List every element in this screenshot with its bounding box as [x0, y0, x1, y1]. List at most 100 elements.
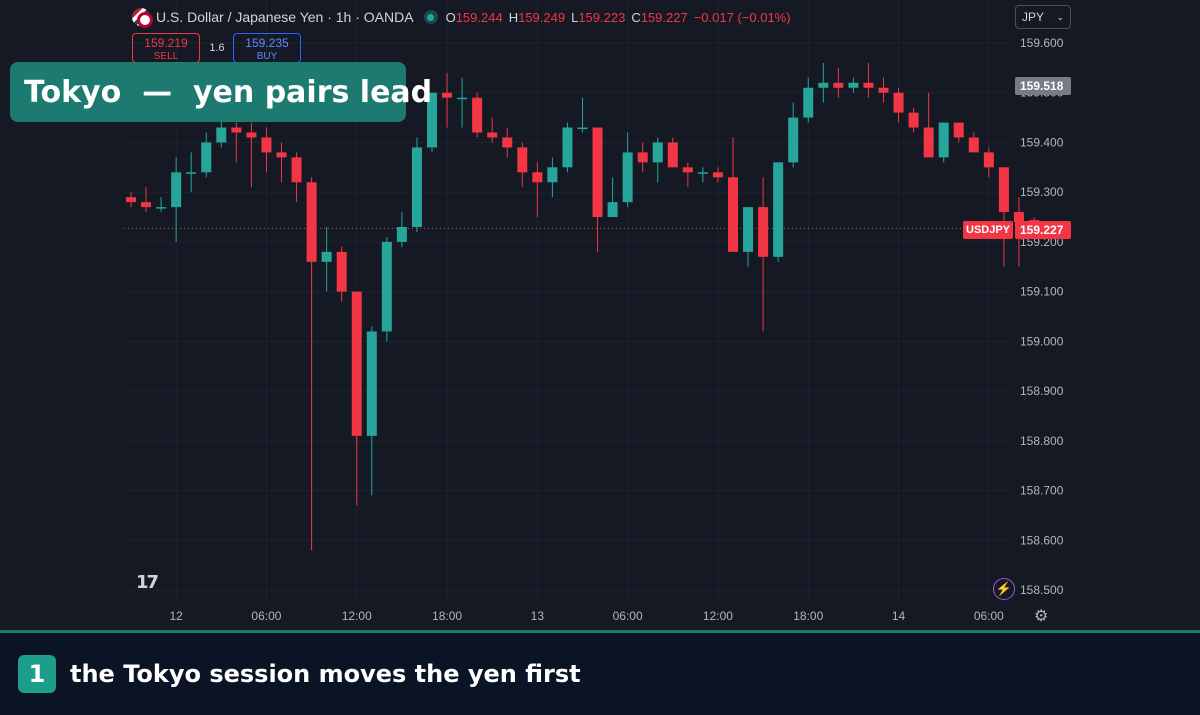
candle-body: [983, 152, 994, 168]
candle-body: [712, 172, 723, 178]
open-label: O: [445, 9, 456, 25]
x-tick-label: 12:00: [703, 609, 733, 623]
y-tick-label: 158.900: [1020, 384, 1064, 398]
low-label: L: [571, 9, 579, 25]
candle-body: [1013, 212, 1024, 223]
title-banner: Tokyo — yen pairs lead: [10, 62, 432, 122]
x-tick-label: 18:00: [793, 609, 823, 623]
high-value: 159.249: [518, 9, 566, 25]
y-tick-label: 159.000: [1020, 334, 1064, 348]
candle-body: [743, 207, 754, 252]
x-tick-label: 06:00: [251, 609, 281, 623]
candle-body: [562, 127, 573, 168]
lightning-icon[interactable]: ⚡: [993, 578, 1015, 600]
change-value: −0.017 (−0.01%): [693, 9, 791, 25]
candle-body: [126, 197, 136, 203]
candle-body: [231, 127, 242, 133]
candle-body: [622, 152, 633, 203]
candle-body: [306, 182, 317, 262]
candle-body: [336, 251, 347, 292]
candle-body: [366, 331, 377, 436]
candle-body: [848, 82, 859, 88]
close-value: 159.227: [640, 9, 688, 25]
footer-divider: [0, 630, 1200, 633]
ohlc-close: C159.227: [631, 10, 687, 25]
candle-body: [818, 82, 829, 88]
high-label: H: [508, 9, 519, 25]
x-tick-label: 18:00: [432, 609, 462, 623]
candle-body: [442, 92, 453, 98]
candle-body: [276, 152, 287, 158]
axes: 159.600159.500159.400159.300159.200159.1…: [169, 36, 1063, 623]
sell-button[interactable]: 159.219 SELL: [132, 33, 200, 63]
caption-text: the Tokyo session moves the yen first: [70, 660, 581, 688]
banner-title: Tokyo — yen pairs lead: [24, 74, 433, 110]
candle-body: [457, 97, 468, 100]
current-price-tag: 159.227: [1015, 221, 1071, 239]
sell-price: 159.219: [144, 36, 188, 50]
candle-body: [652, 142, 663, 163]
candle-body: [246, 132, 257, 138]
candle-body: [728, 177, 738, 252]
ohlc-high: H159.249: [509, 10, 565, 25]
y-tick-label: 159.600: [1020, 36, 1064, 50]
candle-body: [487, 132, 498, 138]
spread-value: 1.6: [209, 42, 225, 54]
chart-area[interactable]: 159.600159.500159.400159.300159.200159.1…: [0, 0, 1200, 630]
chevron-down-icon: ⌄: [1056, 11, 1064, 22]
candle-body: [321, 251, 332, 262]
symbol-legend[interactable]: U.S. Dollar / Japanese Yen · 1h · OANDA …: [132, 7, 791, 28]
candle-body: [938, 122, 949, 158]
candle-body: [261, 137, 272, 153]
candle-body: [788, 117, 799, 163]
x-tick-label: 06:00: [613, 609, 643, 623]
candle-body: [201, 142, 212, 173]
last-price-tag: 159.518: [1015, 77, 1071, 95]
candle-body: [878, 87, 889, 93]
candle-body: [863, 82, 874, 88]
candle-body: [893, 92, 904, 113]
candle-body: [637, 152, 648, 163]
y-tick-label: 158.600: [1020, 533, 1064, 547]
candle-body: [427, 92, 437, 148]
candle-body: [998, 167, 1009, 213]
candle-body: [411, 147, 422, 228]
candle-body: [667, 142, 678, 168]
candle-body: [291, 157, 302, 183]
candle-body: [923, 127, 934, 158]
x-tick-label: 12: [169, 609, 183, 623]
candle-body: [592, 127, 603, 218]
y-tick-label: 158.700: [1020, 484, 1064, 498]
candle-body: [908, 112, 919, 128]
candle-body: [577, 127, 588, 130]
candle-body: [803, 87, 814, 118]
candle-body: [773, 162, 784, 257]
step-badge: 1: [18, 655, 56, 693]
candlestick-chart[interactable]: 159.600159.500159.400159.300159.200159.1…: [0, 0, 1200, 630]
y-tick-label: 159.300: [1020, 185, 1064, 199]
candle-body: [186, 172, 197, 174]
open-value: 159.244: [455, 9, 503, 25]
low-value: 159.223: [578, 9, 626, 25]
x-tick-label: 13: [531, 609, 545, 623]
candle-body: [953, 122, 964, 138]
buy-button[interactable]: 159.235 BUY: [233, 33, 301, 63]
ohlc-low: L159.223: [571, 10, 625, 25]
candle-body: [968, 137, 979, 153]
tradingview-logo-icon[interactable]: 17: [136, 572, 159, 593]
y-tick-label: 158.800: [1020, 434, 1064, 448]
candle-body: [472, 97, 483, 133]
y-tick-label: 158.500: [1020, 583, 1064, 597]
close-label: C: [631, 9, 641, 25]
gear-icon[interactable]: ⚙: [1034, 608, 1049, 625]
symbol-price-tag: USDJPY: [963, 221, 1013, 239]
candle-body: [547, 167, 558, 183]
x-tick-label: 06:00: [974, 609, 1004, 623]
y-tick-label: 159.100: [1020, 285, 1064, 299]
caption-footer: 1 the Tokyo session moves the yen first: [0, 633, 1200, 715]
candle-body: [758, 207, 769, 257]
status-dot-icon: [423, 10, 438, 24]
currency-select[interactable]: JPY ⌄: [1015, 5, 1071, 29]
symbol-title[interactable]: U.S. Dollar / Japanese Yen · 1h · OANDA: [156, 9, 414, 25]
currency-value: JPY: [1022, 10, 1045, 24]
